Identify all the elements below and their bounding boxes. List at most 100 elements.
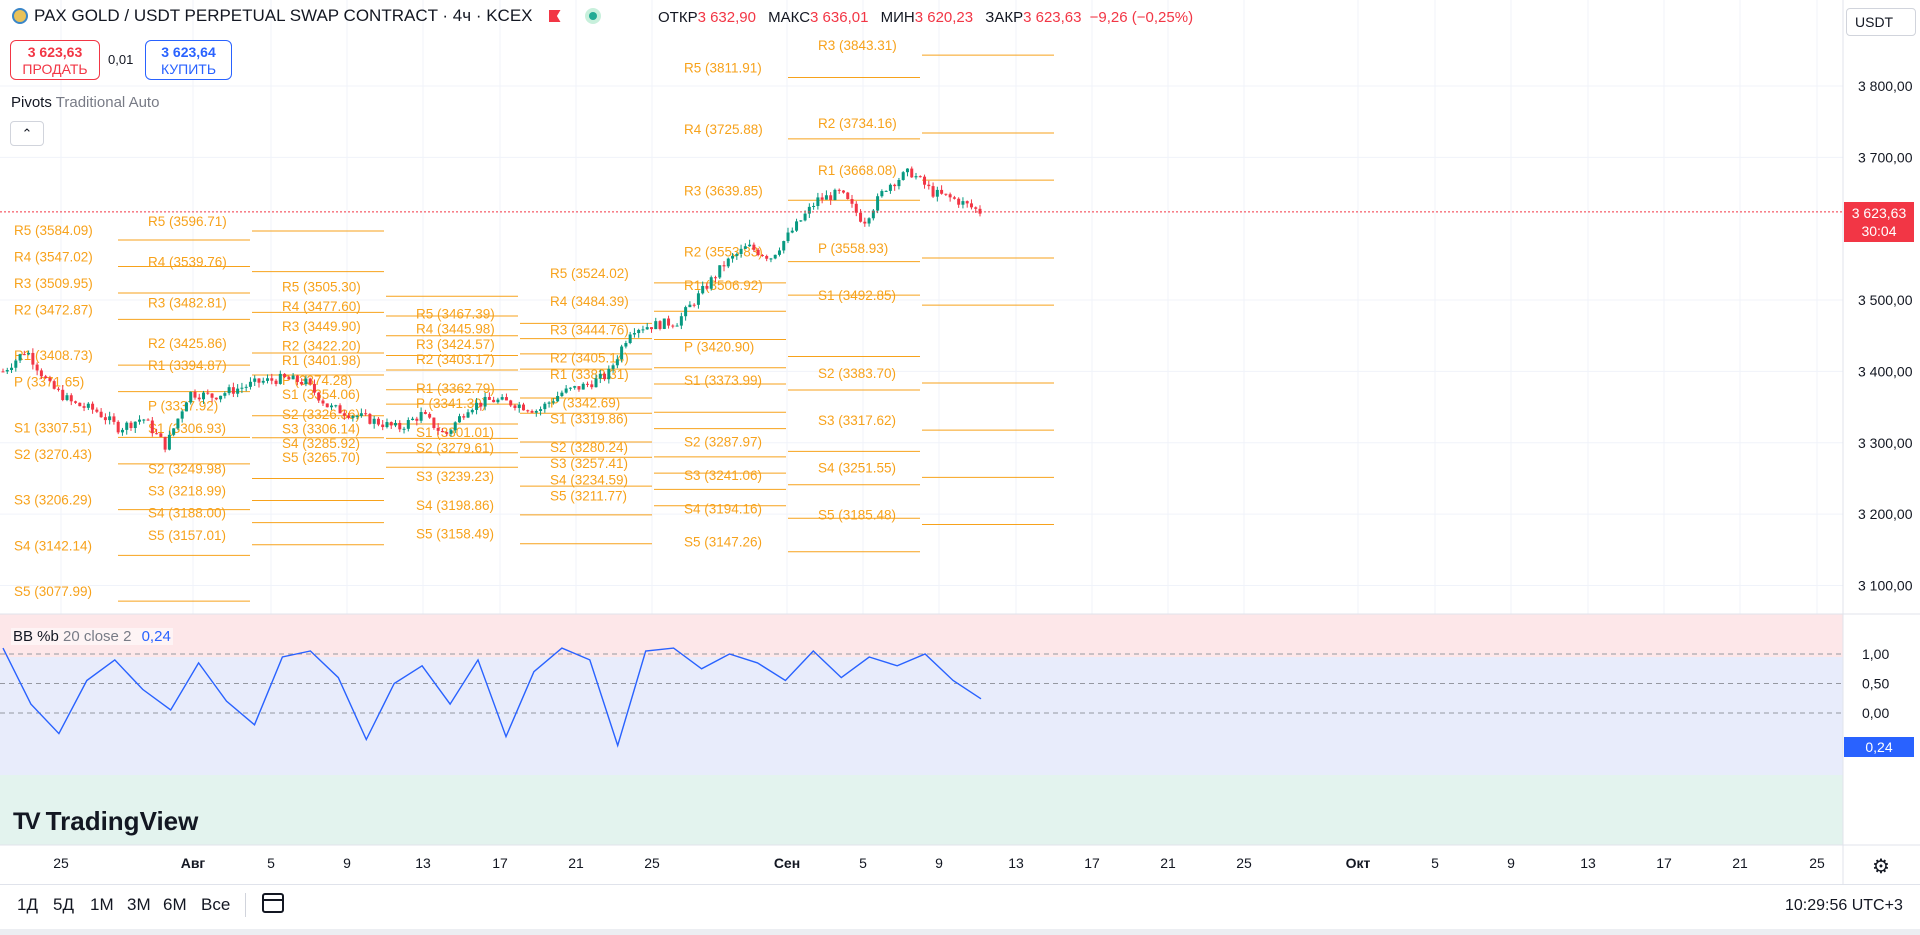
candle-body [701,285,705,294]
timeframe-1d[interactable]: 1Д [17,895,38,914]
symbol-header[interactable]: PAX GOLD / USDT PERPETUAL SWAP CONTRACT … [12,6,601,26]
pivot-level-label: R1 (3394.87) [148,358,227,373]
pivot-level-label: R1 (3506.92) [684,278,763,293]
close-value: 3 623,63 [1023,9,1082,26]
chart-canvas[interactable]: R5 (3584.09) R4 (3547.02) R3 (3509.95) R2 (… [0,0,1920,884]
spread-value: 0,01 [108,52,134,67]
pivots-legend[interactable]: Pivots Traditional Auto [11,94,159,111]
candle-body [312,383,316,393]
price-axis-label: 3 800,00 [1858,78,1913,94]
candle-body [389,422,393,426]
candle-body [347,415,351,418]
candle-body [214,397,218,400]
pivot-level-label: R3 (3424.57) [416,337,495,352]
time-axis-label: Окт [1346,855,1371,871]
pivot-level-label: S1 (3319.86) [550,412,628,427]
candle-body [39,370,43,377]
pivot-level-label: S2 (3249.98) [148,461,226,476]
candle-body [142,419,146,421]
candle-body [159,433,163,437]
bb-axis-label: 1,00 [1862,646,1889,662]
candle-body [372,418,376,424]
timeframe-3m[interactable]: 3М [127,895,151,914]
candle-body [253,378,257,382]
calendar-range-icon[interactable] [262,893,284,913]
buy-button[interactable]: 3 623,64 КУПИТЬ [145,40,232,80]
sell-button[interactable]: 3 623,63 ПРОДАТЬ [10,40,100,80]
candle-body [402,428,406,430]
timeframe-1m[interactable]: 1М [90,895,114,914]
timeframe-all[interactable]: Все [201,895,231,914]
pivot-level-label: R1 (3362.79) [416,381,495,396]
tradingview-logo[interactable]: TV TradingView [13,806,198,837]
candle-body [1,371,5,373]
clock[interactable]: 10:29:56 UTC+3 [1785,897,1903,914]
candle-body [274,380,278,384]
pivot-level-label: R2 (3422.20) [282,339,361,354]
candle-body [833,189,837,201]
pivot-level-label: R2 (3734.16) [818,116,897,131]
candle-body [662,318,666,329]
candle-body [564,388,568,393]
candle-body [820,197,824,200]
candle-body [731,255,735,259]
time-axis-label: 25 [53,855,69,871]
candle-body [257,378,261,383]
candle-body [270,378,274,381]
candle-body [462,416,466,418]
candle-body [637,329,641,334]
pivot-level-label: S4 (3251.55) [818,460,896,475]
low-label: МИН [880,9,915,26]
pivot-level-label: S1 (3307.51) [14,420,92,435]
pivot-level-label: S4 (3234.59) [550,472,628,487]
flag-icon[interactable] [548,10,561,22]
currency-select[interactable]: USDT [1846,8,1916,36]
price-axis-label: 3 300,00 [1858,435,1913,451]
pivot-level-label: S3 (3317.62) [818,413,896,428]
time-axis-label: 17 [492,855,508,871]
candle-body [671,325,675,327]
candle-body [376,418,380,425]
symbol-title[interactable]: PAX GOLD / USDT PERPETUAL SWAP CONTRACT … [34,6,533,25]
candle-body [95,409,99,412]
pivot-level-label: S5 (3158.49) [416,527,494,542]
pivot-level-label: S1 (3306.93) [148,421,226,436]
pivot-level-label: S3 (3206.29) [14,493,92,508]
candle-body [969,203,973,208]
candle-body [777,250,781,255]
candle-body [180,411,184,419]
pivot-level-label: R5 (3596.71) [148,214,227,229]
candle-body [287,377,291,380]
candle-body [261,380,265,383]
bb-axis-label: 0,50 [1862,676,1889,692]
candle-body [351,416,355,418]
candle-body [752,244,756,250]
candle-body [155,433,159,435]
pivot-level-label: R2 (3425.86) [148,336,227,351]
timeframe-6m[interactable]: 6М [163,895,187,914]
bb-band-zone [0,657,1843,775]
candle-body [129,422,133,429]
gear-icon[interactable]: ⚙ [1872,856,1890,878]
candle-body [338,405,342,414]
candle-body [748,244,752,247]
pivot-level-label: R4 (3484.39) [550,294,629,309]
pivot-level-label: R5 (3524.02) [550,266,629,281]
candle-body [560,392,564,397]
chevron-up-icon[interactable]: ⌃ [10,121,44,146]
candle-body [381,424,385,428]
bb-legend[interactable]: BB %b 20 close 2 0,24 [11,628,173,645]
candle-body [61,389,65,400]
candle-body [824,195,828,200]
candle-body [807,206,811,214]
pivot-level-label: S3 (3241.06) [684,468,762,483]
pivot-level-label: R1 (3408.73) [14,348,93,363]
pivot-level-label: S4 (3285.92) [282,436,360,451]
candle-body [82,406,86,408]
pivot-level-label: S1 (3492.85) [818,288,896,303]
candle-body [888,184,892,191]
tradingview-logo-text: TradingView [45,806,199,836]
candle-body [585,383,589,385]
timeframe-5d[interactable]: 5Д [53,895,74,914]
pivot-level-label: P (3337.92) [148,399,218,414]
